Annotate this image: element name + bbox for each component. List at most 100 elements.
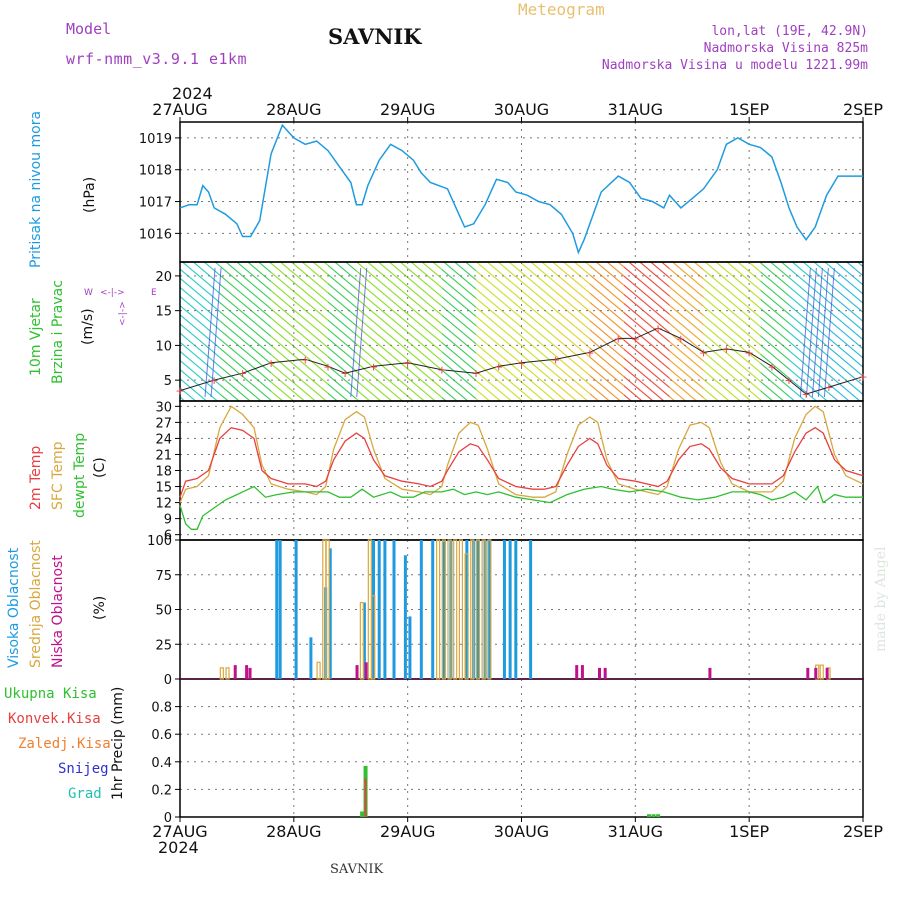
cloud-bar-low: [708, 667, 712, 679]
wind-speed-line: [179, 327, 864, 395]
x-label-top: 28AUG: [266, 100, 321, 119]
ytick-label: 21: [155, 448, 172, 463]
cloud-bar-low: [233, 665, 237, 679]
cloud-bar-mid: [819, 664, 824, 680]
wind-band: [760, 262, 790, 401]
cloud-bar-high: [278, 540, 282, 679]
cloud-bar-high: [508, 540, 512, 679]
wind-gust-marker: +: [824, 381, 833, 394]
cloud-bar-mid: [475, 539, 481, 680]
cloud-bar-mid: [371, 594, 376, 680]
wind-gust-marker: +: [722, 343, 731, 356]
ytick-label: 1019: [139, 132, 172, 147]
cloud-bar-mid: [441, 539, 446, 680]
wind-gust-marker: +: [494, 360, 503, 373]
ytick-label: 50: [155, 604, 172, 619]
pressure-line: [179, 123, 863, 255]
ytick-label: 1018: [139, 164, 172, 179]
cloud-bar-low: [814, 667, 818, 679]
cloud-bar-low: [580, 665, 584, 679]
wind-band: [589, 262, 624, 401]
cloud-bar-mid: [219, 667, 224, 680]
cloud-bar-mid: [436, 539, 441, 680]
cloud-bar-mid: [316, 661, 321, 680]
panel-frame: [179, 678, 864, 818]
wind-band: [441, 262, 476, 401]
x-label-top: 1SEP: [729, 100, 769, 119]
cloud-bar-low: [806, 667, 810, 679]
cloud-bar-mid: [325, 539, 330, 680]
cloud-bar-high: [372, 540, 376, 679]
wind-band: [356, 262, 442, 401]
wind-gust-marker: +: [653, 322, 662, 335]
wind-barb: [811, 267, 823, 398]
wind-barb: [805, 267, 817, 398]
wind-band: [828, 262, 863, 401]
cloud-bar-high: [294, 540, 298, 679]
x-label-bottom: 28AUG: [266, 822, 321, 841]
model-elevation-text: Nadmorska Visina u modelu 1221.99m: [601, 58, 868, 73]
wind-band: [219, 262, 272, 401]
cloud-bar-mid: [453, 539, 458, 680]
sfc-temp-line: [179, 405, 864, 503]
wind-band: [475, 262, 556, 401]
model-label: Model: [66, 20, 112, 38]
ytick-label: 0.6: [151, 728, 172, 743]
ytick-label: 0.4: [151, 756, 172, 771]
ytick-label: 20: [155, 270, 172, 285]
ytick-label: 25: [155, 638, 172, 653]
x-label-bottom: 27AUG: [152, 822, 207, 841]
wind-gust-marker: +: [631, 332, 640, 345]
precip-legend-grad: Grad: [68, 786, 102, 802]
wind-gust-marker: +: [210, 374, 219, 387]
ytick-label: 100: [147, 534, 172, 549]
wind-gust-marker: +: [369, 360, 378, 373]
panel-frame: [179, 400, 864, 541]
precip-bar-total: [656, 814, 661, 817]
cloud-bar-mid: [359, 601, 364, 680]
wind-band: [271, 262, 328, 401]
precip-legend-snow: Snijeg: [58, 761, 109, 777]
wind-compass-e: E: [151, 288, 157, 298]
cloud-bar-high: [275, 540, 279, 679]
cloud-bar-mid: [458, 539, 463, 680]
temp-2m-line: [179, 426, 864, 498]
wind-gust-marker: +: [403, 357, 412, 370]
dewpt-line: [179, 485, 863, 530]
wind-compass-arrow: <-|->: [100, 288, 125, 298]
cloud-bar-high: [377, 540, 381, 679]
ytick-label: 0: [164, 673, 172, 688]
panel-frame: [179, 539, 864, 680]
wind-gust-marker: +: [767, 360, 776, 373]
cloud-bar-mid: [487, 539, 492, 680]
wind-barb: [204, 267, 216, 398]
cloud-bar-low: [825, 667, 829, 679]
lonlat-text: lon,lat (19E, 42.9N): [711, 24, 868, 39]
cloud-bar-high: [419, 540, 423, 679]
wind-gust-marker: +: [471, 367, 480, 380]
meteogram-title: Meteogram: [518, 0, 605, 19]
cloud-bar-high: [431, 540, 435, 679]
ytick-label: 0.2: [151, 783, 172, 798]
x-label-top: 29AUG: [380, 100, 435, 119]
wind-gust-marker: +: [266, 357, 275, 370]
wind-gust-marker: +: [614, 332, 623, 345]
cloud-bar-high: [408, 616, 412, 679]
x-label-bottom: 29AUG: [380, 822, 435, 841]
precip-bar-total: [651, 814, 656, 817]
cloud-bar-mid: [447, 539, 452, 680]
x-label-top: 30AUG: [494, 100, 549, 119]
cloud-bar-high: [442, 541, 446, 679]
cloud-bar-low: [245, 665, 249, 679]
cloud-bar-high: [403, 555, 407, 679]
ytick-label: 5: [164, 374, 172, 389]
wind-barb: [210, 267, 222, 398]
ytick-label: 10: [155, 339, 172, 354]
ytick-label: 18: [155, 465, 172, 480]
cloud-bar-low: [603, 667, 607, 679]
ytick-label: 1017: [139, 196, 172, 211]
cloud-bar-high: [476, 540, 480, 679]
wind-gust-marker: +: [699, 346, 708, 359]
ytick-label: 9: [164, 513, 172, 528]
